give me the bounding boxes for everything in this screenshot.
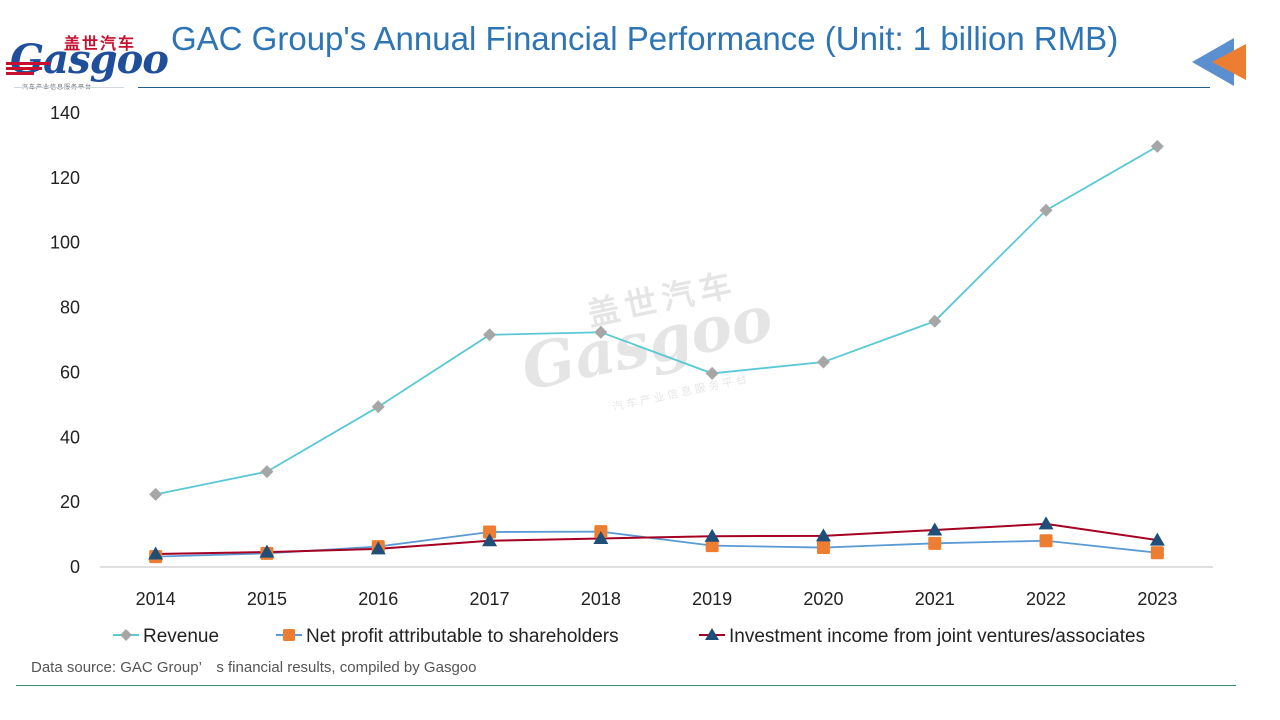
logo-speed-bars [6,62,50,76]
x-tick-label: 2022 [1026,589,1066,609]
data-point-1 [483,525,497,539]
y-tick-label: 20 [60,492,80,512]
data-point-0 [483,328,497,342]
data-point-0 [260,465,274,479]
data-point-2 [927,522,943,536]
y-tick-label: 80 [60,298,80,318]
x-tick-label: 2021 [915,589,955,609]
data-source-note: Data source: GAC Group’ s financial resu… [31,659,477,676]
x-tick-label: 2023 [1137,589,1177,609]
data-point-2 [148,546,164,560]
footer-divider [16,685,1236,686]
legend-label: Revenue [143,626,219,647]
legend-label: Investment income from joint ventures/as… [729,626,1145,647]
logo-chinese-name: 盖世汽车 [64,36,137,53]
x-tick-label: 2019 [692,589,732,609]
y-tick-label: 140 [50,103,80,123]
line-chart: 0 20 40 60 80 100 120 140 2014 2015 2016 2017 2018 20… [50,103,1213,647]
x-tick-label: 2015 [247,589,287,609]
data-point-0 [705,366,719,380]
y-tick-label: 60 [60,362,80,382]
y-tick-label: 100 [50,233,80,253]
data-point-2 [1149,532,1165,546]
x-tick-label: 2020 [803,589,843,609]
data-point-1 [928,536,942,550]
legend-marker [120,629,132,641]
series-line-2 [155,522,1158,556]
data-point-2 [482,533,498,547]
data-point-1 [816,541,830,555]
arrow-decoration-icon [1192,38,1246,86]
y-tick-label: 0 [70,557,80,577]
legend-marker [705,628,719,640]
data-point-2 [1038,516,1054,530]
data-point-0 [816,355,830,369]
page-title: GAC Group's Annual Financial Performance… [171,20,1119,57]
series-line-1 [155,530,1158,558]
data-point-0 [149,487,163,501]
x-tick-label: 2017 [470,589,510,609]
data-point-1 [1150,546,1164,560]
legend-marker [283,629,295,641]
data-point-2 [593,530,609,544]
data-point-0 [1150,139,1164,153]
data-point-2 [815,528,831,542]
data-point-2 [259,544,275,558]
y-tick-label: 40 [60,427,80,447]
data-point-0 [1039,203,1053,217]
x-tick-label: 2014 [136,589,176,609]
data-point-2 [370,541,386,555]
logo-tagline: 汽车产业信息服务平台 [22,85,93,91]
data-point-0 [594,325,608,339]
data-point-2 [704,528,720,542]
y-tick-label: 120 [50,168,80,188]
title-divider [138,87,1210,88]
legend-label: Net profit attributable to shareholders [306,626,619,647]
gasgoo-logo: Gasgoo 盖世汽车 汽车产业信息服务平台 [6,28,169,94]
series-line-0 [155,145,1158,496]
data-point-1 [705,539,719,553]
logo-wordmark: Gasgoo [10,36,169,83]
data-point-1 [1039,534,1053,548]
x-tick-label: 2016 [358,589,398,609]
x-tick-label: 2018 [581,589,621,609]
data-point-0 [928,314,942,328]
data-point-0 [371,400,385,414]
logo-divider [14,87,124,88]
